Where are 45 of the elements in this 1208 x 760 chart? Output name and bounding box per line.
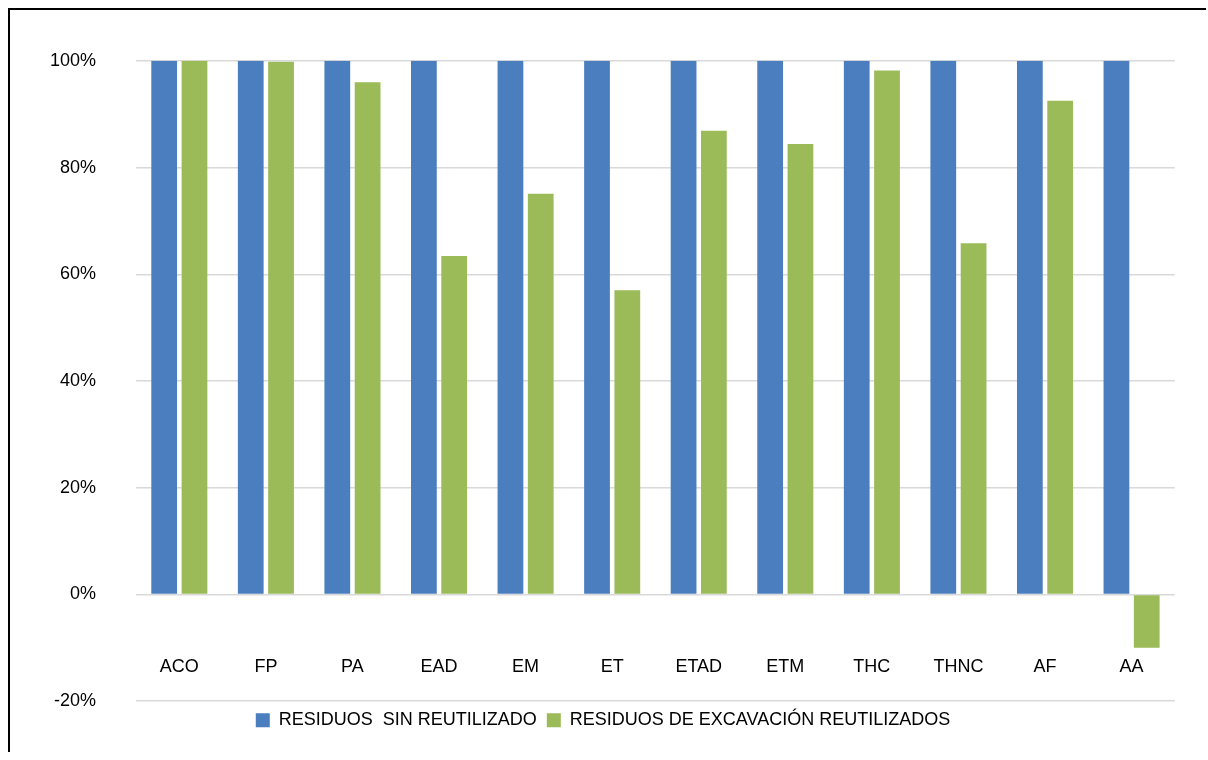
y-tick-label: 20% [60,476,97,497]
bar [757,60,784,594]
bar [960,243,987,594]
x-tick-label: PA [341,656,364,677]
x-tick-label: ETAD [675,656,723,677]
x-tick-label: FP [254,656,278,677]
bar [787,144,814,594]
x-tick-label: EM [512,656,540,677]
y-tick-label: -20% [54,690,97,711]
bar [268,61,294,594]
bar [324,60,351,594]
bar [614,290,641,594]
x-tick-label: THNC [933,656,984,677]
bar [1133,595,1160,648]
bar [1103,60,1130,594]
bar [441,256,468,594]
bar [354,82,381,594]
y-tick-label: 60% [60,263,97,284]
legend-label: RESIDUOS SIN REUTILIZADO [278,709,537,730]
x-tick-label: EAD [420,656,458,677]
x-tick-label: ACO [159,656,199,677]
bar [1047,100,1074,594]
bar [874,70,900,594]
bar [584,60,610,594]
bar [670,60,697,594]
y-tick-label: 40% [60,369,97,390]
bar [181,60,208,594]
bar [930,60,957,594]
y-tick-label: 100% [49,49,97,70]
bar [237,60,264,594]
bar [1016,60,1043,594]
bar [151,60,178,594]
legend-label: RESIDUOS DE EXCAVACIÓN REUTILIZADOS [569,708,951,730]
bar [701,130,727,594]
x-tick-label: AF [1033,656,1057,677]
x-tick-label: ET [600,656,624,677]
y-tick-label: 80% [60,156,97,177]
x-tick-label: AA [1119,656,1144,677]
x-tick-label: ETM [766,656,805,677]
bar [527,193,554,594]
y-tick-label: 0% [70,583,97,604]
bar [843,60,870,594]
bar [411,60,437,594]
bar [497,60,524,594]
x-tick-label: THC [853,656,891,677]
